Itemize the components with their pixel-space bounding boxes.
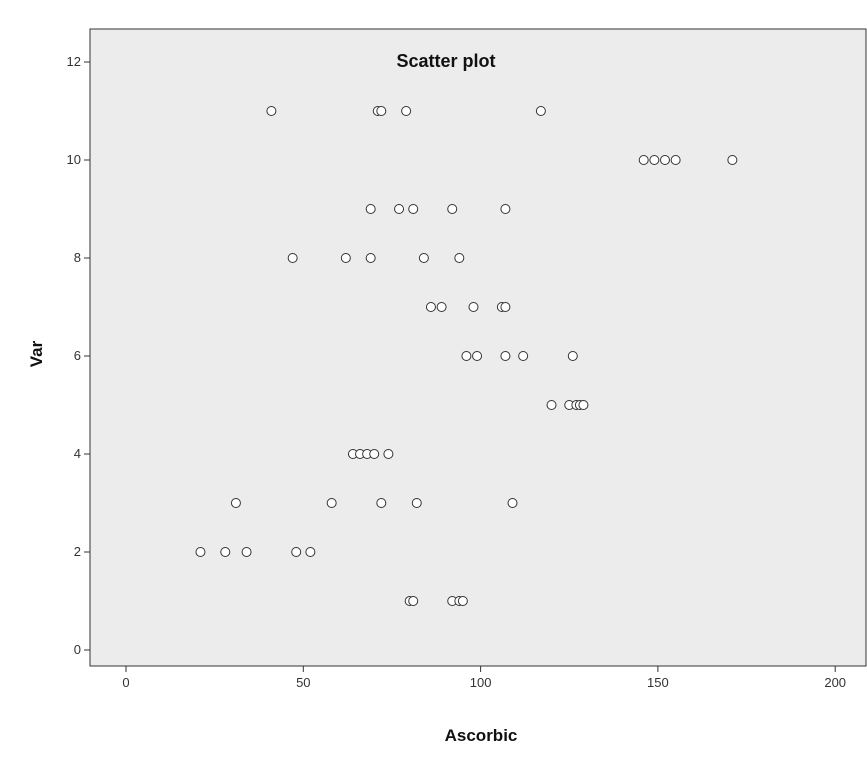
scatter-point xyxy=(383,449,394,459)
scatter-point xyxy=(291,547,302,557)
chart-title: Scatter plot xyxy=(396,51,495,71)
scatter-point xyxy=(195,547,206,557)
scatter-point xyxy=(369,449,380,459)
scatter-point xyxy=(468,302,479,312)
scatter-point xyxy=(376,106,387,116)
scatter-point xyxy=(266,106,277,116)
y-axis: 0 2 4 6 8 10 12 xyxy=(67,54,90,657)
x-tick-label: 50 xyxy=(296,675,310,690)
scatter-point xyxy=(287,253,298,263)
scatter-point xyxy=(340,253,351,263)
scatter-point xyxy=(408,204,419,214)
scatter-point xyxy=(535,106,546,116)
x-tick-label: 100 xyxy=(470,675,492,690)
y-tick-label: 0 xyxy=(74,642,81,657)
x-tick-label: 0 xyxy=(122,675,129,690)
y-axis-title: Var xyxy=(27,340,46,367)
x-tick-label: 200 xyxy=(824,675,846,690)
scatter-point xyxy=(500,351,511,361)
scatter-point xyxy=(408,596,419,606)
scatter-point xyxy=(507,498,518,508)
scatter-point xyxy=(230,498,241,508)
scatter-point xyxy=(461,351,472,361)
scatter-point xyxy=(394,204,405,214)
scatter-point xyxy=(578,400,589,410)
scatter-point xyxy=(241,547,252,557)
y-tick-label: 12 xyxy=(67,54,81,69)
scatter-point xyxy=(518,351,529,361)
plot-area xyxy=(89,28,867,667)
scatter-point xyxy=(418,253,429,263)
y-tick-label: 4 xyxy=(74,446,81,461)
scatter-point xyxy=(401,106,412,116)
scatter-point xyxy=(659,155,670,165)
y-tick-label: 6 xyxy=(74,348,81,363)
y-tick-label: 2 xyxy=(74,544,81,559)
x-axis-title: Ascorbic xyxy=(445,726,518,745)
scatter-point xyxy=(500,302,511,312)
scatter-point xyxy=(546,400,557,410)
data-points xyxy=(195,106,738,606)
scatter-point xyxy=(454,253,465,263)
scatter-point xyxy=(436,302,447,312)
scatter-point xyxy=(326,498,337,508)
scatter-point xyxy=(305,547,316,557)
scatter-point xyxy=(472,351,483,361)
scatter-point xyxy=(638,155,649,165)
scatter-point xyxy=(411,498,422,508)
x-axis: 0 50 100 150 200 xyxy=(122,666,846,690)
scatter-point xyxy=(376,498,387,508)
scatter-point xyxy=(727,155,738,165)
y-tick-label: 8 xyxy=(74,250,81,265)
scatter-point xyxy=(365,253,376,263)
scatter-point xyxy=(457,596,468,606)
scatter-point xyxy=(447,204,458,214)
y-tick-label: 10 xyxy=(67,152,81,167)
scatter-point xyxy=(670,155,681,165)
scatter-point xyxy=(567,351,578,361)
scatter-point xyxy=(500,204,511,214)
scatter-point xyxy=(649,155,660,165)
x-tick-label: 150 xyxy=(647,675,669,690)
scatter-point xyxy=(365,204,376,214)
scatter-point xyxy=(425,302,436,312)
scatter-point xyxy=(220,547,231,557)
